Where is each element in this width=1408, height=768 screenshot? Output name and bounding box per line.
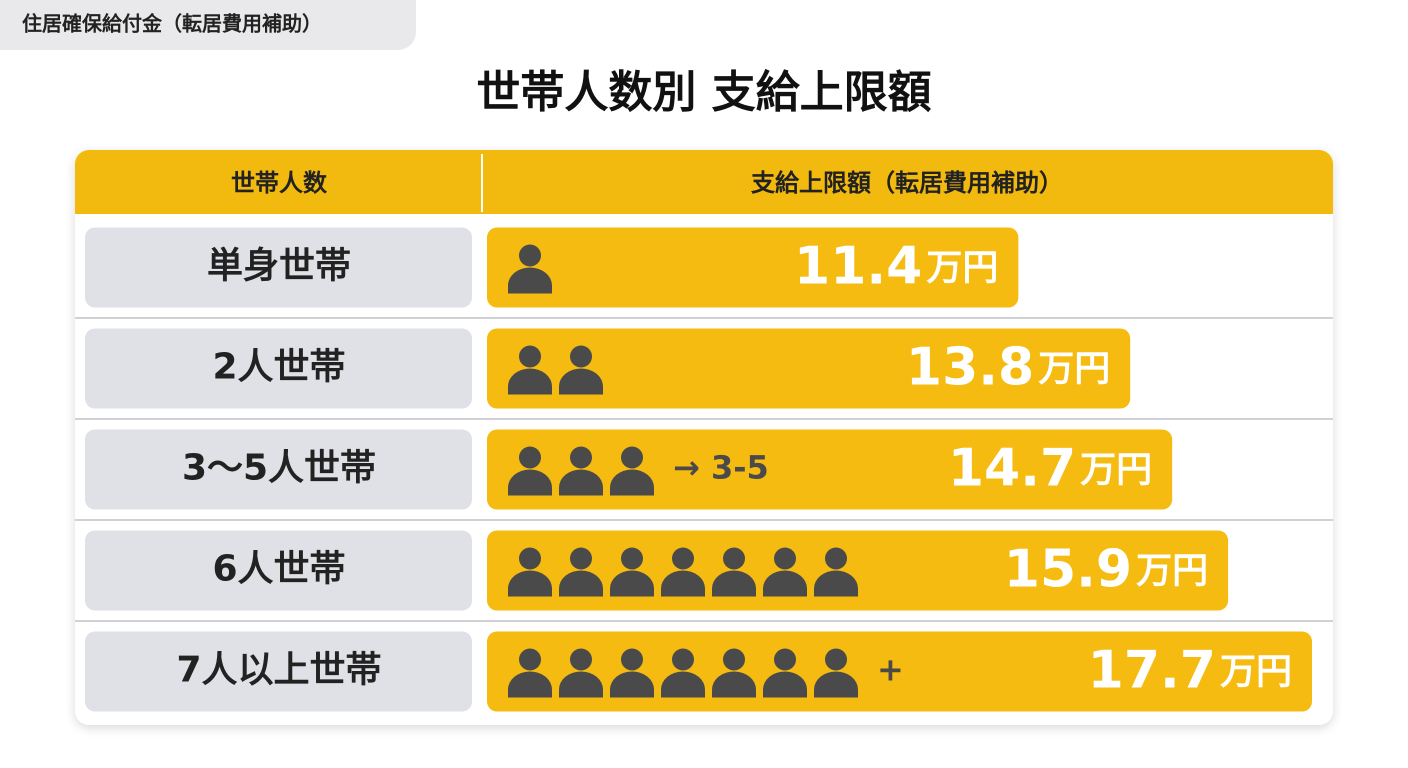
bar <box>487 429 1173 510</box>
person-icons <box>508 345 603 395</box>
value-unit: 万円 <box>1080 450 1152 491</box>
person-body <box>763 570 807 597</box>
label-box <box>85 530 472 611</box>
label-box <box>85 429 472 510</box>
person-body <box>508 671 552 698</box>
person-body <box>712 671 756 698</box>
person-body <box>559 671 603 698</box>
person-head <box>825 648 847 671</box>
person-body <box>610 570 654 597</box>
person-head <box>774 547 796 570</box>
value-number: 14.7 <box>948 439 1076 499</box>
person-head <box>723 648 745 671</box>
person-body <box>559 570 603 597</box>
person-body <box>763 671 807 698</box>
person-head <box>723 547 745 570</box>
person-head <box>672 547 694 570</box>
person-icons <box>508 547 858 597</box>
person-head <box>519 244 541 267</box>
category-label: 2人世帯 <box>212 347 345 388</box>
value-number: 11.4 <box>794 237 922 297</box>
value-label: 15.9 万円 <box>1004 540 1208 600</box>
person-body <box>610 469 654 496</box>
value-label: 17.7 万円 <box>1088 641 1292 701</box>
value-unit: 万円 <box>926 248 998 289</box>
header-row <box>75 150 1333 214</box>
person-body <box>814 570 858 597</box>
person-head <box>621 446 643 469</box>
value-number: 13.8 <box>906 338 1034 398</box>
person-body <box>559 469 603 496</box>
bar <box>487 227 1019 308</box>
person-head <box>825 547 847 570</box>
title: 世帯人数別 支給上限額 <box>476 67 931 118</box>
icon-note: → 3-5 <box>673 449 769 487</box>
person-body <box>559 368 603 395</box>
value-header: 支給上限額（転居費用補助） <box>751 169 1063 197</box>
person-body <box>508 570 552 597</box>
value-number: 17.7 <box>1088 641 1216 701</box>
person-head <box>519 446 541 469</box>
value-number: 15.9 <box>1004 540 1132 600</box>
person-head <box>570 648 592 671</box>
person-body <box>712 570 756 597</box>
person-head <box>570 345 592 368</box>
person-body <box>508 469 552 496</box>
person-icons <box>508 648 858 698</box>
category-label: 3〜5人世帯 <box>182 448 376 489</box>
person-head <box>519 547 541 570</box>
person-body <box>508 368 552 395</box>
person-body <box>610 671 654 698</box>
label-box <box>85 328 472 409</box>
person-head <box>621 648 643 671</box>
person-head <box>570 547 592 570</box>
value-label: 13.8 万円 <box>906 338 1110 398</box>
person-head <box>672 648 694 671</box>
category-label: 7人以上世帯 <box>176 650 381 691</box>
person-body <box>661 570 705 597</box>
person-head <box>519 648 541 671</box>
person-icons <box>508 446 654 496</box>
value-label: 14.7 万円 <box>948 439 1152 499</box>
value-unit: 万円 <box>1220 652 1292 693</box>
bar <box>487 328 1131 409</box>
category-header: 世帯人数 <box>231 169 328 197</box>
person-head <box>621 547 643 570</box>
category-label: 6人世帯 <box>212 549 345 590</box>
person-head <box>570 446 592 469</box>
person-body <box>814 671 858 698</box>
person-head <box>519 345 541 368</box>
value-unit: 万円 <box>1136 551 1208 592</box>
value-label: 11.4 万円 <box>794 237 998 297</box>
badge: 住居確保給付金（転居費用補助） <box>22 12 322 36</box>
icon-note: + <box>877 651 904 689</box>
label-box <box>85 631 472 712</box>
category-label: 単身世帯 <box>207 246 351 287</box>
badge-bg <box>0 0 416 50</box>
label-box <box>85 227 472 308</box>
person-body <box>661 671 705 698</box>
value-unit: 万円 <box>1038 349 1110 390</box>
person-body <box>508 267 552 294</box>
person-head <box>774 648 796 671</box>
person-icons <box>508 244 552 294</box>
